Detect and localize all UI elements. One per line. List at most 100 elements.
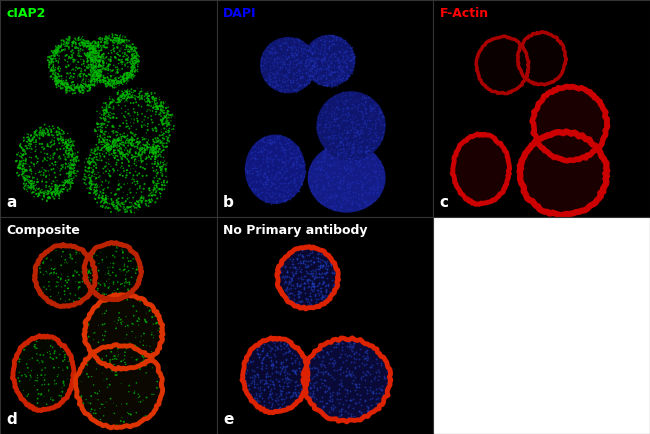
Point bbox=[293, 290, 304, 297]
Point bbox=[86, 178, 97, 184]
Point bbox=[152, 104, 162, 111]
Point bbox=[29, 132, 39, 139]
Point bbox=[157, 182, 168, 189]
Point bbox=[262, 350, 272, 357]
Point bbox=[141, 202, 151, 209]
Point bbox=[101, 194, 111, 201]
Point bbox=[142, 154, 152, 161]
Point bbox=[318, 50, 328, 57]
Point bbox=[130, 363, 140, 370]
Point bbox=[354, 168, 365, 174]
Point bbox=[125, 43, 135, 50]
Point bbox=[315, 165, 326, 172]
Point bbox=[101, 168, 111, 175]
Point bbox=[93, 149, 103, 156]
Point bbox=[122, 137, 132, 144]
Point bbox=[341, 74, 351, 81]
Point bbox=[92, 120, 102, 127]
Point bbox=[122, 263, 133, 270]
Point bbox=[98, 50, 109, 57]
Point bbox=[140, 412, 151, 419]
Point bbox=[347, 69, 358, 76]
Point bbox=[268, 162, 278, 169]
Point bbox=[142, 114, 153, 121]
Point bbox=[114, 122, 125, 129]
Point bbox=[114, 202, 125, 209]
Point bbox=[101, 124, 111, 131]
Point bbox=[291, 300, 301, 307]
Point bbox=[352, 144, 363, 151]
Point bbox=[308, 354, 318, 361]
Point bbox=[92, 151, 102, 158]
Point bbox=[95, 132, 105, 139]
Point bbox=[51, 50, 61, 57]
Point bbox=[27, 174, 38, 181]
Point bbox=[101, 81, 111, 88]
Point bbox=[265, 343, 276, 350]
Point bbox=[72, 44, 82, 51]
Point bbox=[320, 261, 331, 268]
Point bbox=[142, 95, 152, 102]
Point bbox=[18, 160, 29, 167]
Point bbox=[146, 199, 156, 206]
Point bbox=[343, 184, 354, 191]
Point bbox=[98, 107, 109, 114]
Point bbox=[365, 148, 375, 155]
Point bbox=[120, 92, 130, 99]
Point bbox=[88, 53, 99, 60]
Point bbox=[320, 120, 330, 127]
Point bbox=[127, 58, 137, 65]
Point bbox=[78, 71, 88, 78]
Point bbox=[49, 134, 60, 141]
Point bbox=[72, 269, 82, 276]
Point bbox=[122, 133, 133, 140]
Point bbox=[298, 49, 309, 56]
Point bbox=[66, 360, 77, 367]
Point bbox=[376, 133, 386, 140]
Point bbox=[50, 191, 60, 197]
Point bbox=[261, 352, 271, 358]
Point bbox=[286, 79, 296, 85]
Point bbox=[134, 60, 144, 67]
Point bbox=[125, 339, 135, 346]
Point bbox=[136, 188, 147, 195]
Point bbox=[64, 276, 74, 283]
Point bbox=[292, 279, 302, 286]
Point bbox=[106, 348, 116, 355]
Point bbox=[86, 76, 97, 83]
Point bbox=[322, 118, 333, 125]
Point bbox=[350, 128, 361, 135]
Point bbox=[275, 370, 285, 377]
Point bbox=[261, 373, 271, 380]
Point bbox=[278, 363, 288, 370]
Point bbox=[85, 56, 96, 62]
Point bbox=[86, 63, 97, 70]
Point bbox=[341, 69, 352, 76]
Point bbox=[105, 36, 116, 43]
Point bbox=[109, 77, 119, 84]
Point bbox=[129, 52, 140, 59]
Point bbox=[135, 349, 145, 355]
Point bbox=[161, 140, 172, 147]
Point bbox=[151, 146, 161, 153]
Point bbox=[157, 181, 167, 188]
Point bbox=[109, 148, 119, 155]
Point bbox=[369, 105, 379, 112]
Point bbox=[64, 84, 74, 91]
Point bbox=[335, 138, 345, 145]
Point bbox=[332, 78, 343, 85]
Point bbox=[158, 115, 168, 122]
Point bbox=[94, 194, 104, 201]
Point bbox=[287, 44, 297, 51]
Point bbox=[370, 167, 380, 174]
Point bbox=[360, 398, 370, 404]
Point bbox=[75, 89, 86, 95]
Point bbox=[58, 181, 69, 188]
Point bbox=[83, 399, 93, 406]
Point bbox=[151, 143, 162, 150]
Point bbox=[356, 409, 366, 416]
Point bbox=[147, 391, 157, 398]
Point bbox=[48, 132, 58, 139]
Point bbox=[281, 363, 292, 370]
Point bbox=[135, 365, 145, 372]
